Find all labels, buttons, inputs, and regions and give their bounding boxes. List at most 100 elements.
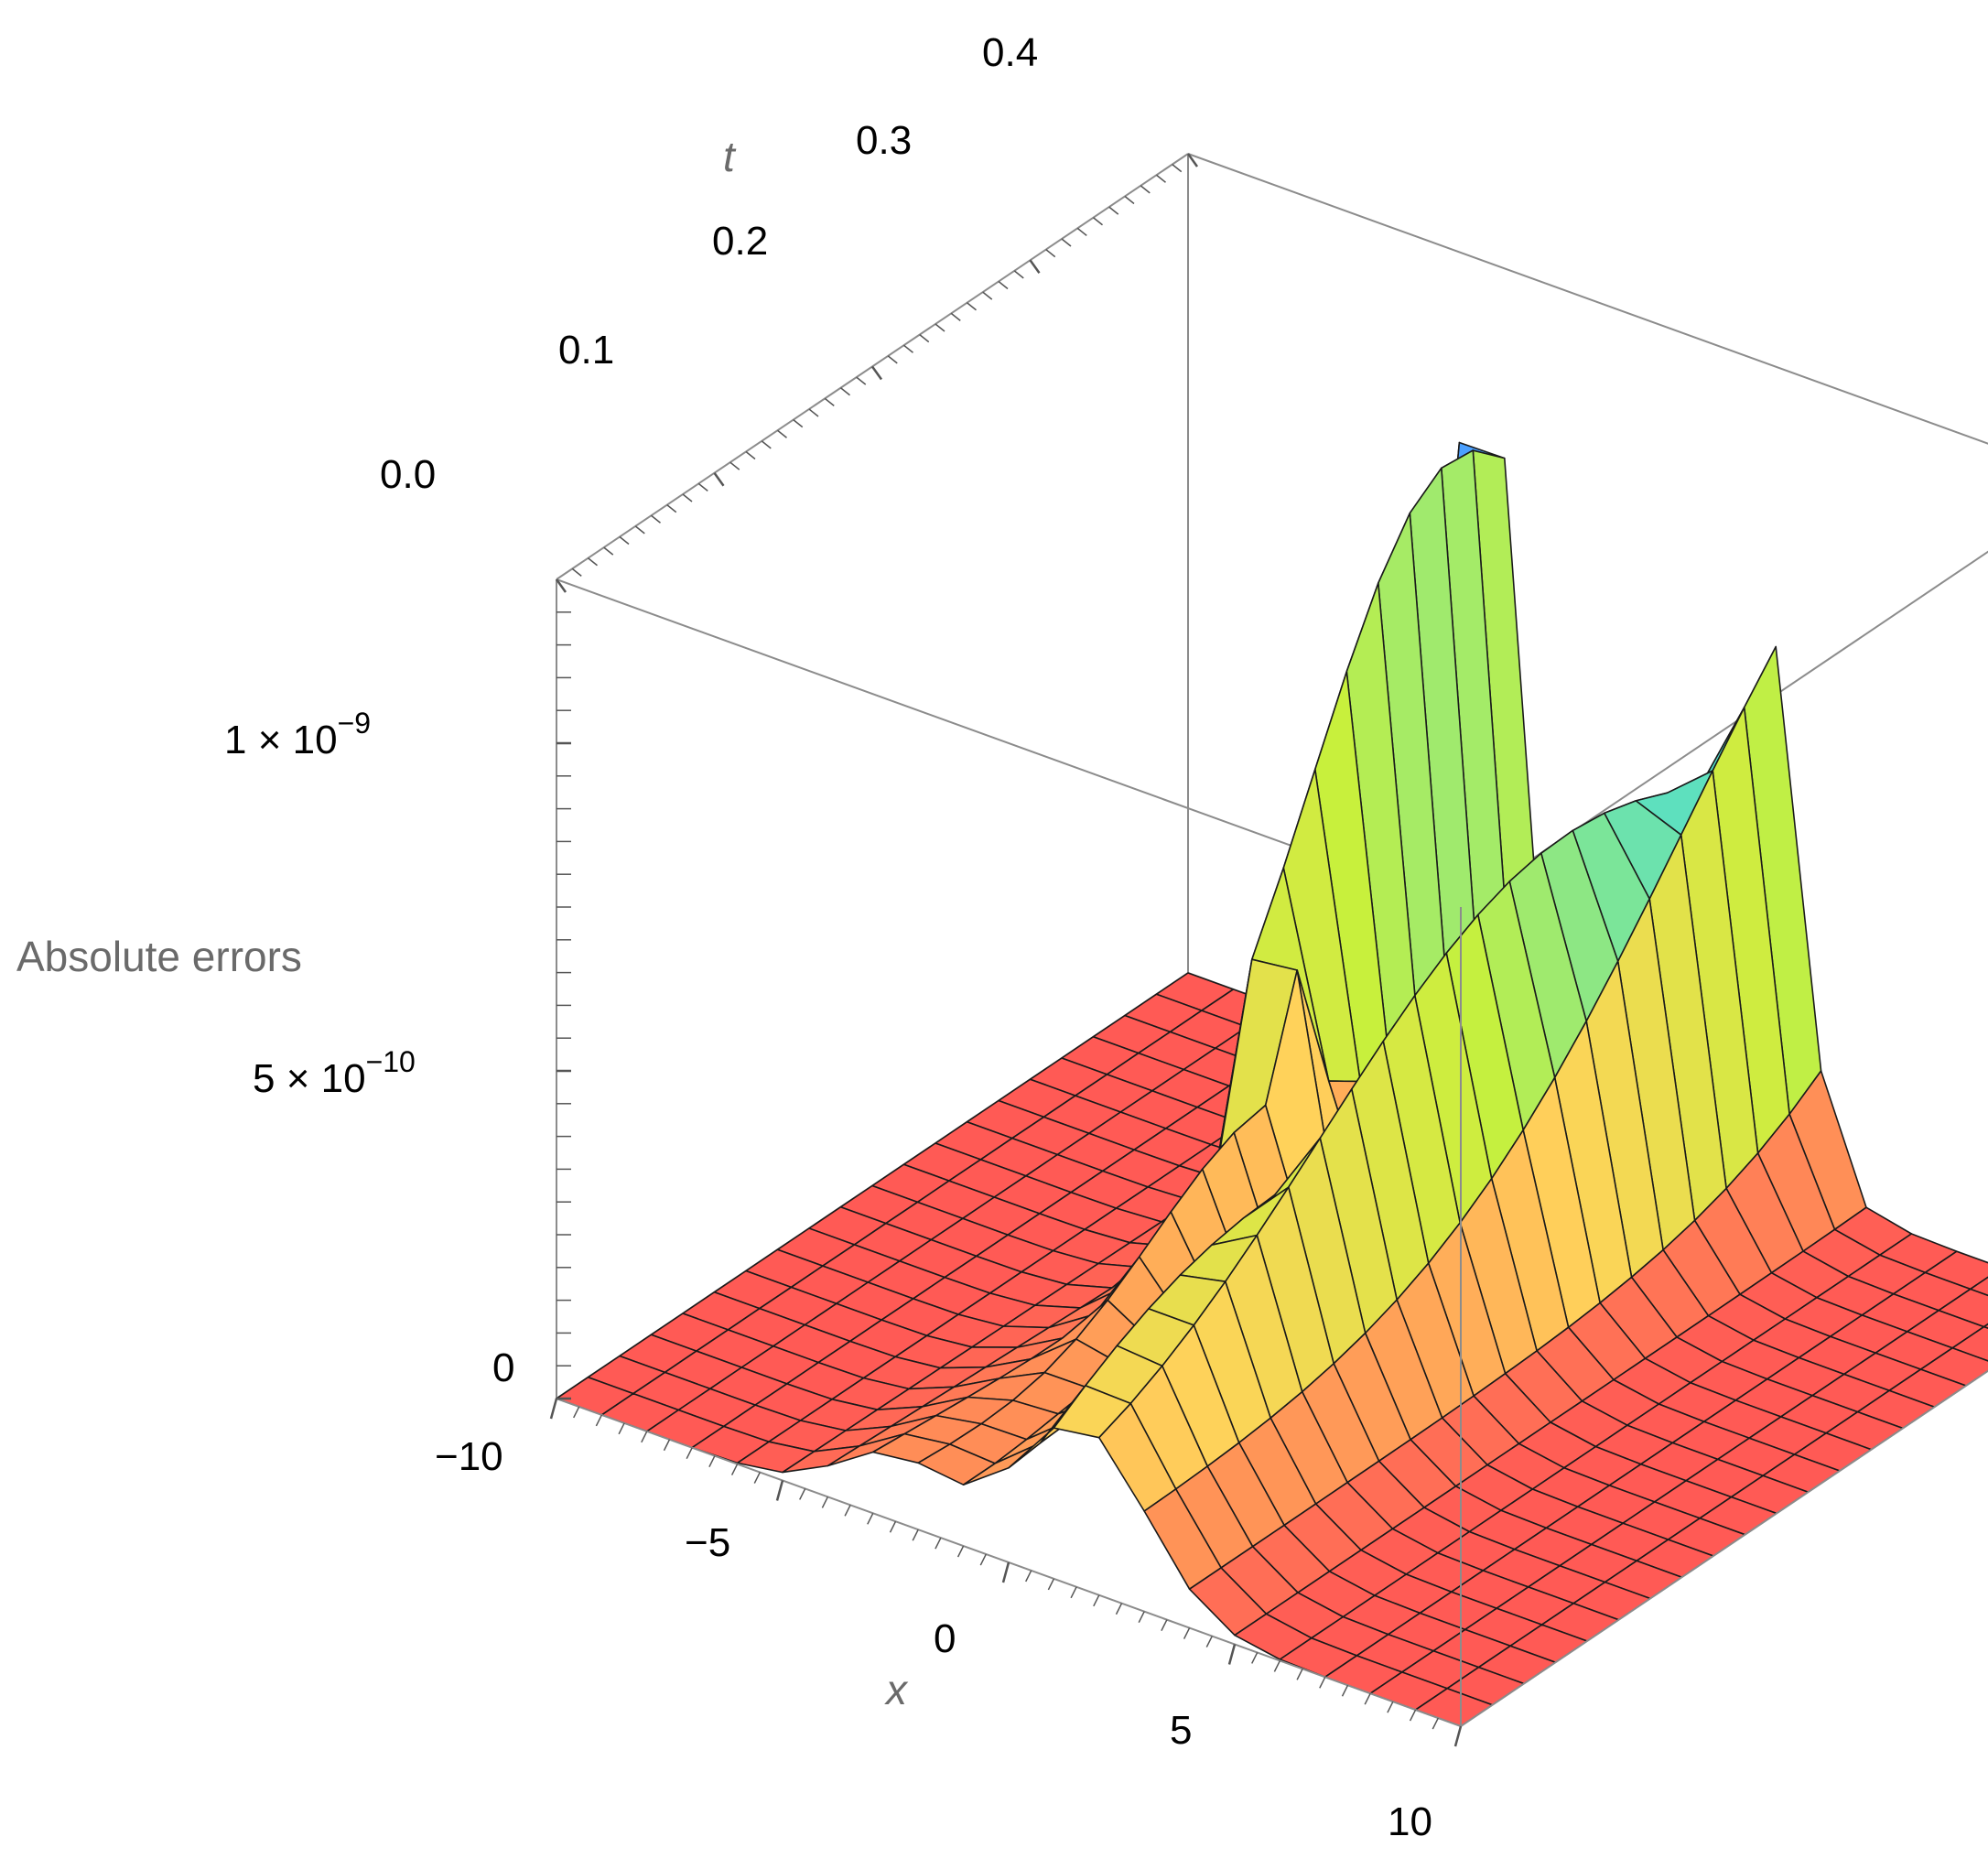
axis-tick [1172, 164, 1183, 173]
axis-tick [682, 493, 693, 502]
t-axis-label: t [723, 133, 737, 180]
axis-tick [1161, 1619, 1168, 1631]
axis-tick [1319, 1676, 1326, 1689]
axis-tick [935, 323, 945, 332]
axis-tick [1156, 174, 1166, 183]
axis-tick [1387, 1701, 1394, 1713]
axis-tick [1273, 1660, 1281, 1672]
axis-tick [1070, 1586, 1077, 1599]
axis-tick [967, 302, 977, 311]
axis-tick [1001, 1561, 1010, 1583]
z-tick-label: 5 × 10−10 [253, 1045, 416, 1101]
axis-tick [912, 1529, 919, 1541]
axis-tick [730, 1464, 739, 1475]
x-tick-label: 5 [1170, 1708, 1192, 1753]
axis-tick [603, 546, 614, 556]
axis-tick [663, 1439, 671, 1452]
axis-tick [1296, 1669, 1303, 1680]
axis-tick [867, 1512, 874, 1525]
error-surface [556, 441, 1988, 1727]
axis-tick [887, 355, 898, 364]
axis-tick [1029, 259, 1041, 274]
t-tick-label: 0.0 [380, 452, 436, 497]
axis-tick [761, 440, 772, 449]
axis-tick [1453, 1725, 1463, 1747]
z-tick-label: 1 × 10−9 [224, 707, 371, 762]
axis-tick [919, 334, 930, 343]
axis-tick [619, 535, 630, 546]
axis-tick [745, 450, 756, 460]
axis-tick [821, 1496, 829, 1508]
axis-tick [666, 504, 677, 513]
axis-tick [1186, 153, 1199, 167]
axis-tick [686, 1447, 693, 1460]
axis-tick [777, 429, 787, 438]
axis-tick [808, 408, 819, 417]
z-tick-label: 0 [492, 1345, 514, 1390]
axis-tick [950, 312, 961, 321]
axis-tick [1138, 1611, 1145, 1624]
axis-tick [998, 280, 1009, 290]
box-edge [1460, 1369, 1988, 1727]
axis-tick [824, 397, 835, 406]
axis-tick [1251, 1652, 1259, 1664]
axis-tick [618, 1422, 625, 1435]
axis-tick [1227, 1644, 1237, 1665]
axis-tick [982, 291, 993, 300]
axis-tick [1025, 1570, 1032, 1583]
z-axis-label: Absolute errors [16, 933, 302, 980]
axis-tick [775, 1480, 784, 1501]
axis-tick [1364, 1692, 1371, 1705]
axis-tick [708, 1455, 716, 1467]
axis-tick [1047, 1578, 1055, 1591]
x-axis-label: x [884, 1666, 909, 1713]
axis-tick [595, 1414, 603, 1427]
axis-tick [634, 525, 645, 535]
axis-tick [856, 376, 867, 385]
axis-tick [903, 344, 913, 353]
box-edge [1187, 153, 1988, 445]
axis-tick [729, 461, 740, 470]
axis-tick [793, 419, 804, 428]
x-tick-label: −10 [435, 1434, 503, 1479]
x-tick-label: −5 [685, 1520, 730, 1565]
axis-tick [651, 514, 661, 524]
axis-tick [571, 567, 582, 577]
axis-tick [555, 578, 567, 593]
axis-tick [935, 1537, 942, 1550]
axis-tick [1205, 1636, 1213, 1648]
x-tick-label: 10 [1388, 1799, 1432, 1844]
axis-tick [549, 1398, 558, 1420]
axis-tick [573, 1406, 580, 1419]
axis-tick [1093, 217, 1103, 226]
axis-tick [697, 482, 708, 492]
axis-tick [1140, 185, 1151, 194]
axis-tick [1061, 238, 1072, 247]
t-tick-label: 0.3 [856, 118, 912, 163]
axis-tick [1183, 1627, 1191, 1639]
axis-tick [753, 1472, 761, 1484]
axis-ticks [549, 153, 1463, 1747]
axis-tick [588, 557, 598, 567]
axis-tick [840, 387, 850, 396]
axis-tick [1341, 1684, 1349, 1697]
t-tick-label: 0.2 [712, 219, 768, 264]
t-tick-label: 0.1 [558, 328, 614, 373]
axis-tick [979, 1553, 987, 1566]
axis-tick [956, 1545, 965, 1558]
axis-tick [870, 365, 883, 381]
surface-patch [1969, 1276, 1988, 1297]
axis-tick [1432, 1717, 1439, 1730]
axis-tick [889, 1520, 897, 1533]
t-tick-label: 0.4 [982, 30, 1038, 75]
axis-tick [1045, 249, 1056, 258]
axis-tick [1013, 270, 1024, 279]
axis-tick [1076, 227, 1087, 236]
axis-tick [1124, 195, 1135, 205]
axis-tick [1093, 1594, 1100, 1607]
axis-tick [1115, 1603, 1123, 1615]
axis-tick [713, 472, 725, 487]
x-tick-label: 0 [934, 1616, 956, 1661]
axis-tick [1409, 1709, 1417, 1722]
